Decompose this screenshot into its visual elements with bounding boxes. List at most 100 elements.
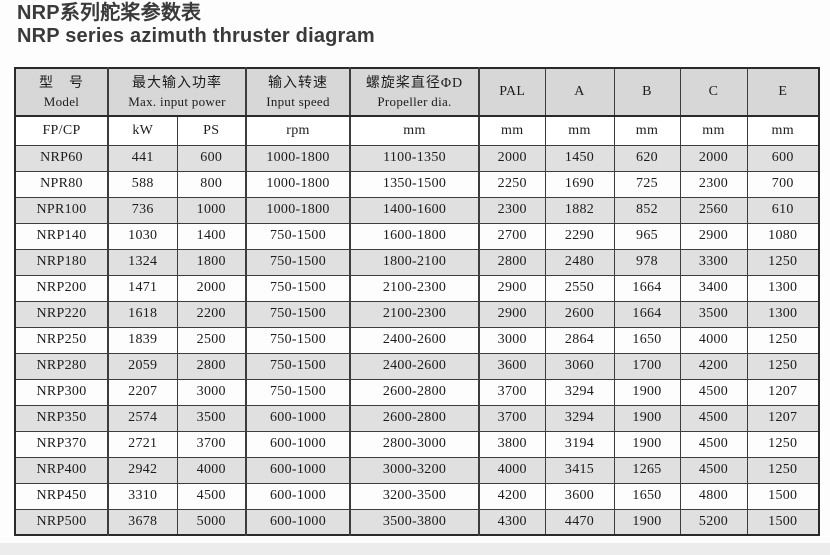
col-header-model-zh: 型 号 <box>39 76 84 91</box>
cell-value: 750-1500 <box>245 326 351 354</box>
cell-value: 2574 <box>107 404 178 432</box>
unit-cell: mm <box>478 115 546 146</box>
cell-value: 3400 <box>679 274 748 302</box>
cell-value: 2000 <box>176 274 247 302</box>
page-title-zh: NRP系列舵桨参数表 <box>17 2 202 24</box>
cell-value: 1250 <box>746 248 820 276</box>
cell-value: 2942 <box>107 456 178 484</box>
unit-cell: mm <box>746 115 820 146</box>
cell-value: 3800 <box>478 430 546 458</box>
table-body: NRP60 441 600 1000-1800 1100-1350 2000 1450 620… <box>14 144 820 536</box>
cell-value: 3600 <box>544 482 615 510</box>
cell-value: 600-1000 <box>245 482 351 510</box>
cell-value: 1500 <box>746 508 820 536</box>
table-row: NPR80 588 800 1000-1800 1350-1500 2250 1690 725… <box>14 170 820 198</box>
cell-value: 800 <box>176 170 247 198</box>
table-row: NRP370 2721 3700 600-1000 2800-3000 3800 3194 1… <box>14 430 820 458</box>
cell-value: 1350-1500 <box>349 170 480 198</box>
cell-value: 1400-1600 <box>349 196 480 224</box>
col-header-dia-en: Propeller dia. <box>377 94 452 109</box>
cell-value: 2560 <box>679 196 748 224</box>
col-header-speed: 输入转速 Input speed <box>245 67 351 117</box>
cell-value: 1650 <box>613 482 681 510</box>
cell-value: 3300 <box>679 248 748 276</box>
cell-value: 2000 <box>679 144 748 172</box>
cell-value: 3294 <box>544 378 615 406</box>
cell-value: 1500 <box>746 482 820 510</box>
col-header-e: E <box>746 67 820 117</box>
unit-cell: PS <box>176 115 247 146</box>
col-header-power-zh: 最大输入功率 <box>132 76 222 91</box>
cell-value: 750-1500 <box>245 222 351 250</box>
cell-value: 2721 <box>107 430 178 458</box>
cell-value: 1900 <box>613 378 681 406</box>
unit-cell: FP/CP <box>14 115 109 146</box>
cell-model: NRP220 <box>14 300 109 328</box>
page-title-en: NRP series azimuth thruster diagram <box>17 25 375 47</box>
cell-value: 2100-2300 <box>349 300 480 328</box>
cell-model: NRP300 <box>14 378 109 406</box>
cell-value: 2800 <box>478 248 546 276</box>
cell-value: 2250 <box>478 170 546 198</box>
cell-value: 1207 <box>746 404 820 432</box>
col-header-power: 最大输入功率 Max. input power <box>107 67 247 117</box>
cell-value: 1250 <box>746 326 820 354</box>
cell-value: 750-1500 <box>245 378 351 406</box>
cell-value: 600-1000 <box>245 430 351 458</box>
cell-value: 2400-2600 <box>349 352 480 380</box>
cell-value: 2500 <box>176 326 247 354</box>
cell-value: 965 <box>613 222 681 250</box>
cell-value: 2207 <box>107 378 178 406</box>
cell-value: 2900 <box>478 274 546 302</box>
cell-value: 750-1500 <box>245 274 351 302</box>
cell-value: 1207 <box>746 378 820 406</box>
cell-value: 3700 <box>176 430 247 458</box>
cell-value: 1900 <box>613 508 681 536</box>
unit-cell: mm <box>679 115 748 146</box>
cell-model: NRP60 <box>14 144 109 172</box>
cell-value: 1690 <box>544 170 615 198</box>
cell-value: 588 <box>107 170 178 198</box>
table-row: NRP400 2942 4000 600-1000 3000-3200 4000 3415 1… <box>14 456 820 484</box>
cell-value: 600 <box>176 144 247 172</box>
cell-value: 2600 <box>544 300 615 328</box>
cell-value: 2290 <box>544 222 615 250</box>
cell-value: 2800-3000 <box>349 430 480 458</box>
col-header-power-en: Max. input power <box>128 94 226 109</box>
cell-model: NRP180 <box>14 248 109 276</box>
cell-value: 3500 <box>679 300 748 328</box>
col-header-pal-label: PAL <box>499 84 526 99</box>
cell-value: 2000 <box>478 144 546 172</box>
cell-model: NPR80 <box>14 170 109 198</box>
cell-value: 1250 <box>746 456 820 484</box>
cell-value: 978 <box>613 248 681 276</box>
thruster-spec-table: 型 号 Model 最大输入功率 Max. input power 输入转速 I… <box>14 67 820 536</box>
cell-value: 700 <box>746 170 820 198</box>
cell-value: 1000-1800 <box>245 170 351 198</box>
cell-value: 4000 <box>478 456 546 484</box>
cell-value: 4500 <box>176 482 247 510</box>
cell-value: 1100-1350 <box>349 144 480 172</box>
cell-value: 2300 <box>478 196 546 224</box>
cell-value: 1000-1800 <box>245 196 351 224</box>
cell-value: 3310 <box>107 482 178 510</box>
cell-value: 2480 <box>544 248 615 276</box>
col-header-model: 型 号 Model <box>14 67 109 117</box>
cell-value: 3000-3200 <box>349 456 480 484</box>
table-row: NRP250 1839 2500 750-1500 2400-2600 3000 2864 1… <box>14 326 820 354</box>
cell-value: 1250 <box>746 430 820 458</box>
cell-value: 1265 <box>613 456 681 484</box>
table-row: NPR100 736 1000 1000-1800 1400-1600 2300 1882 8… <box>14 196 820 224</box>
cell-value: 2900 <box>478 300 546 328</box>
cell-value: 1664 <box>613 300 681 328</box>
cell-value: 1030 <box>107 222 178 250</box>
cell-value: 2600-2800 <box>349 378 480 406</box>
cell-value: 600-1000 <box>245 508 351 536</box>
cell-value: 1324 <box>107 248 178 276</box>
cell-model: NRP350 <box>14 404 109 432</box>
cell-value: 2300 <box>679 170 748 198</box>
cell-value: 5200 <box>679 508 748 536</box>
cell-value: 4000 <box>679 326 748 354</box>
col-header-model-en: Model <box>43 94 80 109</box>
table-row: NRP350 2574 3500 600-1000 2600-2800 3700 3294 1… <box>14 404 820 432</box>
